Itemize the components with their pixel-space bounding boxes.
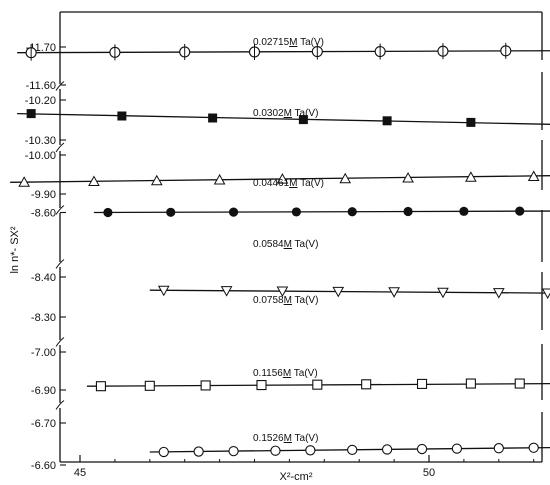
y-tick-label: -9.90 — [31, 189, 56, 201]
data-point-square-open — [144, 380, 155, 391]
series-label: 0.04461M Ta(V) — [253, 178, 324, 189]
series-1: 0.0302M Ta(V) — [17, 108, 550, 127]
x-tick-label-50: 50 — [423, 467, 435, 479]
data-point-triangle-down — [332, 286, 345, 298]
series-label: 0.1156M Ta(V) — [253, 368, 318, 379]
data-point-triangle-up — [213, 173, 226, 185]
series-5: 0.1156M Ta(V) — [86, 368, 550, 392]
data-point-circle-open — [228, 445, 239, 457]
series-3: 0.0584M Ta(V) — [93, 206, 550, 250]
series-label: 0.0758M Ta(V) — [253, 295, 318, 306]
data-point-circle-open — [528, 442, 539, 453]
y-tick-label: -8.40 — [31, 272, 56, 284]
y-tick-label: -6.60 — [31, 460, 56, 472]
y-tick-label: -11.60 — [26, 80, 56, 92]
data-point-circle-open — [493, 443, 504, 454]
y-tick-label: -7.00 — [31, 347, 56, 359]
data-point-circle-filled — [228, 207, 239, 217]
y-tick-label: -8.60 — [31, 208, 56, 220]
data-point-square-filled — [298, 115, 308, 125]
data-point-square-open — [256, 380, 267, 391]
series-6: 0.1526M Ta(V) — [149, 433, 550, 458]
data-point-triangle-up — [339, 172, 352, 184]
axis-break-mark — [55, 259, 65, 269]
axis-break-mark — [55, 400, 65, 410]
data-point-square-open — [95, 381, 106, 392]
axis-break-mark — [55, 337, 65, 347]
series-label: 0.0302M Ta(V) — [253, 108, 318, 119]
y-tick-label: -8.30 — [31, 312, 56, 324]
series-group: 0.02715M Ta(V) 0.0302M Ta(V) 0.04461M Ta(V… — [10, 37, 550, 458]
data-point-circle-filled — [515, 206, 525, 216]
y-tick-label: -10.30 — [25, 135, 56, 147]
series-label: 0.1526M Ta(V) — [253, 433, 318, 444]
data-point-circle-open — [158, 446, 169, 458]
data-point-triangle-up — [18, 176, 31, 187]
series-0: 0.02715M Ta(V) — [17, 37, 550, 61]
data-point-triangle-up — [465, 171, 477, 182]
fit-line — [17, 50, 550, 54]
axis-break-mark — [55, 205, 65, 215]
data-point-square-open — [416, 378, 428, 389]
fit-line — [93, 210, 550, 214]
series-label: 0.0584M Ta(V) — [253, 239, 318, 250]
data-point-square-filled — [382, 116, 392, 126]
series-2: 0.04461M Ta(V) — [10, 170, 550, 189]
series-label: 0.02715M Ta(V) — [253, 37, 324, 48]
y-tick-label: -6.70 — [31, 418, 56, 430]
data-point-square-filled — [466, 117, 476, 127]
y-tick-label: -10.20 — [25, 95, 56, 107]
data-point-square-filled — [208, 113, 218, 123]
data-point-square-open — [514, 378, 525, 389]
data-point-square-filled — [117, 111, 127, 121]
data-point-triangle-up — [88, 175, 100, 187]
data-point-circle-open — [347, 444, 358, 456]
data-point-triangle-up — [276, 173, 289, 184]
data-point-triangle-up — [527, 170, 540, 181]
x-tick-label-45: 45 — [74, 467, 86, 479]
data-point-circle-open — [416, 443, 428, 455]
data-point-triangle-up — [402, 171, 414, 183]
data-point-circle-filled — [103, 207, 113, 218]
data-point-triangle-down — [492, 288, 505, 299]
fit-line — [10, 175, 550, 183]
x-axis-title: X²-cm² — [280, 471, 313, 483]
axis-break-mark — [55, 142, 65, 153]
data-point-circle-open — [193, 446, 204, 457]
data-point-circle-filled — [347, 207, 357, 217]
data-point-circle-open — [451, 443, 463, 454]
data-point-circle-open — [305, 445, 316, 456]
y-axis-title: ln n*- SX² — [9, 226, 21, 273]
data-point-circle-open — [381, 444, 393, 455]
y-tick-label: -10.00 — [25, 150, 56, 162]
data-point-square-filled — [26, 109, 36, 119]
data-point-triangle-down — [541, 288, 550, 300]
series-4: 0.0758M Ta(V) — [149, 285, 550, 306]
data-point-triangle-down — [437, 287, 449, 299]
data-point-circle-filled — [459, 206, 469, 216]
data-point-circle-open — [270, 445, 281, 456]
data-point-triangle-up — [150, 174, 163, 186]
data-point-triangle-down — [388, 287, 400, 298]
data-point-triangle-down — [276, 286, 289, 298]
data-point-square-open — [312, 379, 323, 390]
data-point-circle-filled — [403, 206, 413, 217]
fit-line — [149, 289, 550, 294]
y-tick-label: -6.90 — [31, 385, 56, 397]
data-point-circle-filled — [291, 207, 301, 217]
axes: -11.70-11.60-10.30-10.20-10.00-9.90-8.60… — [25, 11, 543, 472]
data-point-triangle-down — [220, 286, 233, 297]
data-point-square-open — [361, 379, 372, 390]
data-point-circle-filled — [166, 207, 176, 217]
data-point-square-open — [465, 378, 476, 389]
data-point-square-open — [200, 380, 211, 391]
data-point-triangle-down — [157, 285, 170, 297]
